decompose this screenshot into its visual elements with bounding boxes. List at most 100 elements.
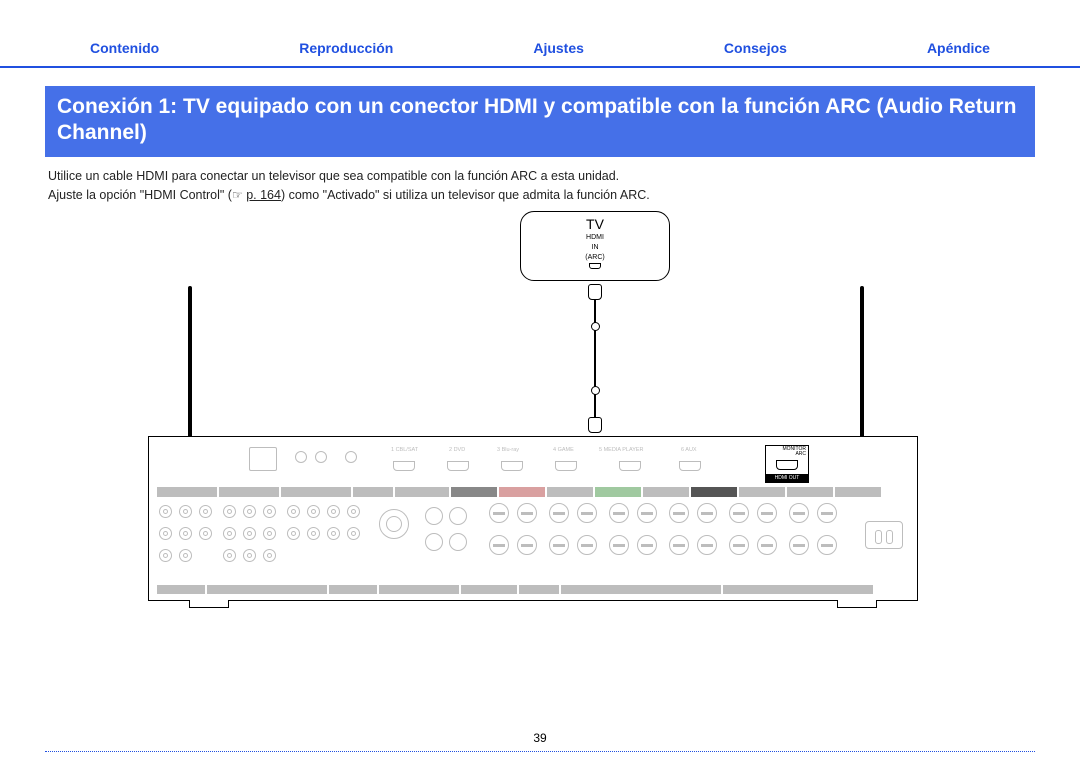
hdmi-in-port-icon [619, 461, 641, 471]
bottom-nav-dots [45, 751, 1035, 755]
nav-contenido[interactable]: Contenido [90, 40, 159, 56]
video-jack-icon [449, 533, 467, 551]
rca-jack-icon [347, 527, 360, 540]
hdmi-plug-bottom-icon [588, 417, 602, 433]
hdmi-in-label: 4 GAME [553, 447, 574, 453]
tv-sub2: IN [521, 244, 669, 252]
rca-jack-icon [243, 527, 256, 540]
hdmi-in-label: 1 CBL/SAT [391, 447, 418, 453]
connection-diagram: TV HDMI IN (ARC) 1 CBL/SAT 2 DVD 3 Blu-r… [140, 211, 940, 631]
rca-jack-icon [287, 527, 300, 540]
rca-jack-icon [327, 527, 340, 540]
page-ref-link[interactable]: p. 164 [246, 188, 281, 202]
rca-jack-icon [179, 527, 192, 540]
video-jack-icon [425, 533, 443, 551]
rca-jack-icon [347, 505, 360, 518]
hdmi-plug-top-icon [588, 284, 602, 300]
rca-jack-icon [159, 549, 172, 562]
hdmi-in-row: 1 CBL/SAT 2 DVD 3 Blu-ray 4 GAME 5 MEDIA… [389, 449, 754, 483]
speaker-terminal-icon [697, 535, 717, 555]
tv-sub3: (ARC) [521, 254, 669, 262]
hdmi-in-port-icon [447, 461, 469, 471]
speaker-terminal-icon [637, 535, 657, 555]
hdmi-in-label: 5 MEDIA PLAYER [599, 447, 644, 453]
speaker-terminal-icon [549, 503, 569, 523]
speaker-terminal-icon [697, 503, 717, 523]
tv-hdmi-port-icon [589, 263, 601, 269]
rca-jack-icon [223, 549, 236, 562]
nav-reproduccion[interactable]: Reproducción [299, 40, 393, 56]
rca-jack-icon [223, 505, 236, 518]
speaker-terminal-icon [729, 535, 749, 555]
rca-jack-icon [327, 505, 340, 518]
receiver-rear-panel: 1 CBL/SAT 2 DVD 3 Blu-ray 4 GAME 5 MEDIA… [148, 436, 918, 601]
rca-jack-icon [243, 549, 256, 562]
tv-box: TV HDMI IN (ARC) [520, 211, 670, 281]
speaker-terminal-icon [549, 535, 569, 555]
hdmi-out-label2: ARC [766, 452, 808, 457]
hdmi-in-port-icon [501, 461, 523, 471]
rca-jack-icon [223, 527, 236, 540]
rca-jack-icon [159, 505, 172, 518]
speaker-terminal-icon [489, 503, 509, 523]
speaker-terminal-icon [577, 535, 597, 555]
para2-a: Ajuste la opción "HDMI Control" ( [48, 188, 232, 202]
video-jack-icon [425, 507, 443, 525]
rca-jack-icon [263, 505, 276, 518]
receiver-foot-icon [189, 600, 229, 608]
speaker-terminal-icon [517, 503, 537, 523]
hdmi-in-port-icon [555, 461, 577, 471]
coax-jack-icon [295, 451, 307, 463]
rca-jack-icon [307, 527, 320, 540]
nav-consejos[interactable]: Consejos [724, 40, 787, 56]
paragraph-1: Utilice un cable HDMI para conectar un t… [48, 167, 1032, 186]
antenna-left-icon [188, 286, 192, 456]
paragraph-2: Ajuste la opción "HDMI Control" (☞ p. 16… [48, 186, 1032, 205]
top-nav: Contenido Reproducción Ajustes Consejos … [0, 0, 1080, 68]
rca-jack-icon [179, 505, 192, 518]
pointer-icon: ☞ [232, 186, 243, 205]
rca-jack-icon [243, 505, 256, 518]
rca-jack-icon [199, 527, 212, 540]
speaker-terminal-icon [517, 535, 537, 555]
section-heading: Conexión 1: TV equipado con un conector … [45, 86, 1035, 157]
antenna-right-icon [860, 286, 864, 456]
speaker-terminal-icon [637, 503, 657, 523]
rca-jack-icon [263, 527, 276, 540]
rca-jack-icon [263, 549, 276, 562]
speaker-terminal-icon [669, 503, 689, 523]
hdmi-in-label: 2 DVD [449, 447, 465, 453]
speaker-terminal-icon [757, 535, 777, 555]
ethernet-port-icon [249, 447, 277, 471]
nav-apendice[interactable]: Apéndice [927, 40, 990, 56]
ground-knob-icon [379, 509, 409, 539]
power-inlet-icon [865, 521, 903, 549]
speaker-terminals [489, 501, 849, 579]
speaker-terminal-icon [609, 535, 629, 555]
speaker-terminal-icon [789, 503, 809, 523]
hdmi-in-port-icon [393, 461, 415, 471]
speaker-terminal-icon [789, 535, 809, 555]
bottom-label-strip [157, 585, 909, 594]
speaker-terminal-icon [729, 503, 749, 523]
rca-jack-icon [179, 549, 192, 562]
coax-jack-icon [315, 451, 327, 463]
speaker-terminal-icon [669, 535, 689, 555]
speaker-terminal-icon [609, 503, 629, 523]
speaker-terminal-icon [577, 503, 597, 523]
hdmi-in-label: 3 Blu-ray [497, 447, 519, 453]
rca-jack-icon [159, 527, 172, 540]
rca-jack-icon [307, 505, 320, 518]
speaker-terminal-icon [817, 535, 837, 555]
hdmi-cable-icon [594, 300, 596, 417]
optical-jack-icon [345, 451, 357, 463]
rca-grid [159, 501, 369, 575]
speaker-terminal-icon [817, 503, 837, 523]
speaker-terminal-icon [757, 503, 777, 523]
hdmi-in-port-icon [679, 461, 701, 471]
nav-ajustes[interactable]: Ajustes [533, 40, 584, 56]
section-label-strip [157, 487, 909, 497]
hdmi-out-strip: HDMI OUT [766, 474, 808, 482]
hdmi-out-box: MONITOR ARC HDMI OUT [765, 445, 809, 483]
receiver-foot-icon [837, 600, 877, 608]
